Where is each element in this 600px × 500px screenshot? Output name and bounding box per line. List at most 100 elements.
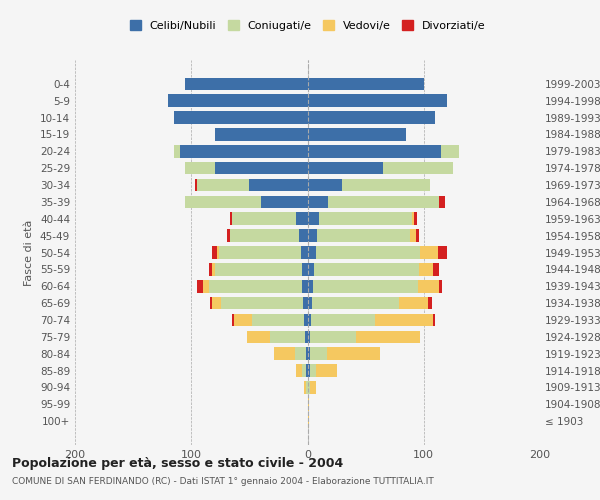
Bar [308, 381, 310, 394]
Bar [209, 263, 212, 276]
Bar [203, 280, 209, 292]
Bar [441, 145, 458, 158]
Bar [308, 196, 328, 208]
Bar [308, 212, 319, 225]
Bar [319, 212, 412, 225]
Bar [308, 280, 313, 292]
Bar [261, 196, 308, 208]
Text: Popolazione per età, sesso e stato civile - 2004: Popolazione per età, sesso e stato civil… [12, 458, 343, 470]
Bar [271, 330, 305, 343]
Bar [438, 246, 447, 259]
Bar [343, 178, 430, 192]
Bar [308, 297, 312, 310]
Bar [310, 364, 316, 377]
Bar [210, 297, 212, 310]
Bar [185, 78, 308, 90]
Bar [310, 381, 316, 394]
Bar [307, 364, 308, 377]
Bar [308, 145, 441, 158]
Bar [356, 330, 420, 343]
Bar [308, 94, 447, 107]
Bar [296, 364, 302, 377]
Bar [215, 162, 308, 174]
Bar [304, 381, 307, 394]
Bar [439, 280, 442, 292]
Bar [215, 128, 308, 141]
Bar [232, 212, 296, 225]
Bar [209, 280, 302, 292]
Bar [415, 212, 417, 225]
Bar [302, 263, 308, 276]
Bar [328, 196, 439, 208]
Bar [250, 178, 308, 192]
Bar [412, 212, 415, 225]
Bar [174, 111, 308, 124]
Bar [301, 246, 308, 259]
Bar [433, 314, 436, 326]
Text: COMUNE DI SAN FERDINANDO (RC) - Dati ISTAT 1° gennaio 2004 - Elaborazione TUTTIT: COMUNE DI SAN FERDINANDO (RC) - Dati IST… [12, 478, 434, 486]
Bar [174, 145, 179, 158]
Bar [230, 230, 299, 242]
Bar [303, 297, 308, 310]
Bar [195, 178, 197, 192]
Bar [314, 263, 419, 276]
Bar [311, 314, 375, 326]
Bar [419, 263, 433, 276]
Bar [234, 314, 252, 326]
Bar [308, 314, 311, 326]
Bar [212, 263, 215, 276]
Bar [383, 162, 453, 174]
Bar [418, 280, 439, 292]
Bar [302, 364, 307, 377]
Legend: Celibi/Nubili, Coniugati/e, Vedovi/e, Divorziati/e: Celibi/Nubili, Coniugati/e, Vedovi/e, Di… [125, 16, 490, 35]
Bar [295, 348, 307, 360]
Bar [308, 330, 310, 343]
Bar [327, 348, 380, 360]
Bar [296, 212, 308, 225]
Bar [212, 246, 217, 259]
Bar [274, 348, 295, 360]
Bar [375, 314, 433, 326]
Bar [252, 314, 304, 326]
Bar [316, 246, 420, 259]
Bar [428, 297, 432, 310]
Bar [168, 94, 308, 107]
Bar [212, 297, 221, 310]
Bar [197, 280, 203, 292]
Bar [307, 348, 308, 360]
Bar [185, 196, 261, 208]
Bar [232, 314, 234, 326]
Bar [308, 230, 317, 242]
Bar [221, 297, 303, 310]
Bar [304, 314, 308, 326]
Bar [179, 145, 308, 158]
Bar [299, 230, 308, 242]
Bar [310, 348, 327, 360]
Bar [308, 364, 310, 377]
Bar [302, 280, 308, 292]
Bar [308, 111, 436, 124]
Bar [439, 196, 445, 208]
Bar [400, 297, 428, 310]
Bar [185, 162, 215, 174]
Bar [217, 246, 219, 259]
Bar [317, 230, 410, 242]
Bar [308, 78, 424, 90]
Bar [219, 246, 301, 259]
Bar [416, 230, 419, 242]
Bar [308, 246, 316, 259]
Bar [312, 297, 400, 310]
Bar [410, 230, 416, 242]
Bar [420, 246, 438, 259]
Bar [230, 212, 232, 225]
Bar [247, 330, 271, 343]
Bar [307, 381, 308, 394]
Bar [308, 263, 314, 276]
Bar [308, 178, 343, 192]
Bar [197, 178, 250, 192]
Bar [310, 330, 356, 343]
Bar [308, 162, 383, 174]
Bar [305, 330, 308, 343]
Bar [227, 230, 230, 242]
Bar [215, 263, 302, 276]
